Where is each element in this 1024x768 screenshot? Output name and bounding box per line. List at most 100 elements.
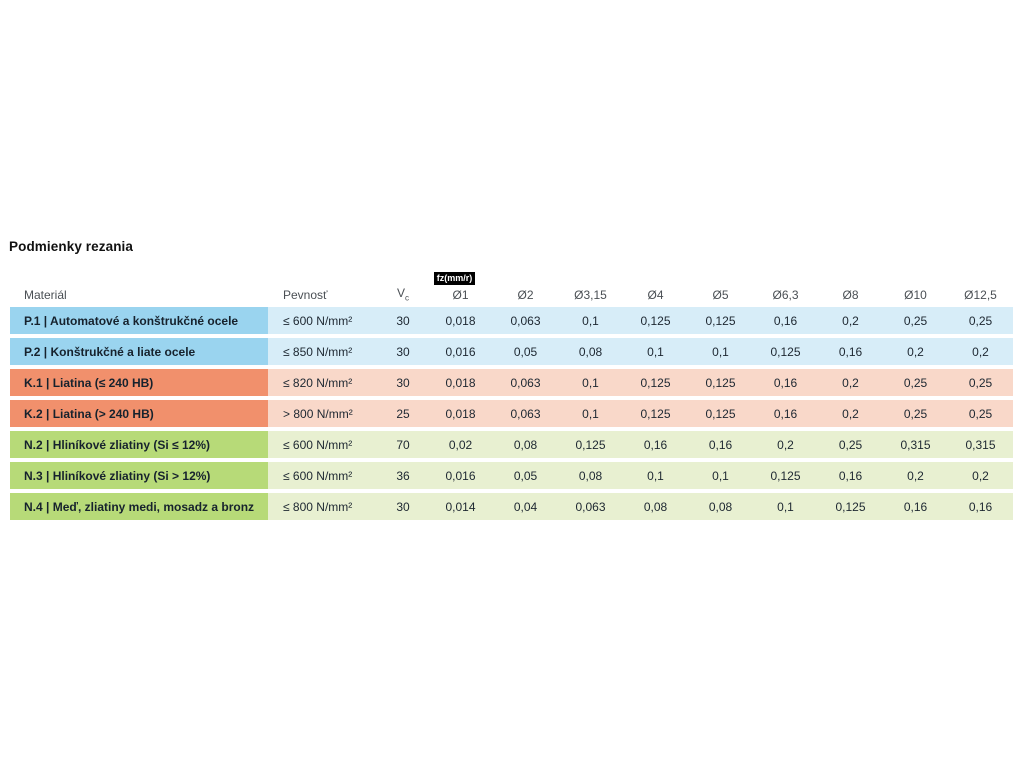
fz-value-cell: 0,16 [838, 344, 863, 359]
material-cell: P.2 | Konštrukčné a liate ocele [10, 338, 268, 365]
fz-value-cell: 0,25 [903, 313, 928, 328]
fz-value-cell: 0,125 [575, 437, 606, 452]
vc-cell: 36 [396, 468, 410, 483]
fz-value-cell: 0,2 [842, 406, 859, 421]
diameter-header-label: Ø10 [904, 288, 927, 302]
col-header-pevnost: Pevnosť [283, 288, 328, 302]
diameter-header-label: Ø12,5 [964, 288, 997, 302]
fz-value-cell: 0,16 [643, 437, 668, 452]
vc-cell: 30 [396, 344, 410, 359]
fz-value-cell: 0,125 [640, 406, 671, 421]
fz-unit-badge: fz(mm/r) [433, 272, 476, 285]
col-header-material: Materiál [24, 288, 67, 302]
vc-subscript: c [405, 293, 409, 302]
col-header-diameter: Ø4 [623, 288, 688, 304]
fz-value-cell: 0,08 [643, 499, 668, 514]
col-header-diameter: Ø5 [688, 288, 753, 304]
vc-cell: 25 [396, 406, 410, 421]
fz-value-cell: 0,25 [838, 437, 863, 452]
fz-value-cell: 0,125 [770, 344, 801, 359]
fz-value-cell: 0,018 [445, 313, 476, 328]
col-header-diameter: fz(mm/r) Ø1 [428, 272, 493, 304]
fz-value-cell: 0,04 [513, 499, 538, 514]
diameter-header-label: Ø2 [517, 288, 534, 302]
fz-value-cell: 0,25 [903, 375, 928, 390]
material-cell: K.1 | Liatina (≤ 240 HB) [10, 369, 268, 396]
fz-value-cell: 0,125 [770, 468, 801, 483]
pevnost-cell: ≤ 800 N/mm² [283, 499, 353, 514]
fz-value-cell: 0,16 [773, 313, 798, 328]
fz-value-cell: 0,08 [578, 468, 603, 483]
fz-value-cell: 0,063 [510, 406, 541, 421]
fz-value-cell: 0,16 [838, 468, 863, 483]
col-header-diameter: Ø8 [818, 288, 883, 304]
fz-value-cell: 0,016 [445, 468, 476, 483]
fz-value-cell: 0,05 [513, 344, 538, 359]
fz-value-cell: 0,2 [907, 344, 924, 359]
material-cell: N.2 | Hliníkové zliatiny (Si ≤ 12%) [10, 431, 268, 458]
fz-value-cell: 0,16 [903, 499, 928, 514]
pevnost-cell: ≤ 600 N/mm² [283, 437, 353, 452]
fz-value-cell: 0,2 [842, 375, 859, 390]
pevnost-cell: ≤ 600 N/mm² [283, 313, 353, 328]
fz-value-cell: 0,1 [582, 375, 599, 390]
fz-value-cell: 0,1 [582, 313, 599, 328]
fz-value-cell: 0,2 [777, 437, 794, 452]
fz-value-cell: 0,05 [513, 468, 538, 483]
fz-value-cell: 0,125 [705, 313, 736, 328]
vc-label: V [396, 285, 405, 300]
diameter-header-label: Ø5 [712, 288, 729, 302]
pevnost-cell: ≤ 600 N/mm² [283, 468, 353, 483]
pevnost-cell: > 800 N/mm² [283, 406, 353, 421]
table-row: P.2 | Konštrukčné a liate ocele ≤ 850 N/m… [10, 338, 1013, 365]
fz-value-cell: 0,063 [510, 313, 541, 328]
fz-value-cell: 0,018 [445, 406, 476, 421]
fz-value-cell: 0,125 [705, 406, 736, 421]
fz-value-cell: 0,25 [968, 375, 993, 390]
page-title: Podmienky rezania [9, 239, 133, 254]
vc-cell: 30 [396, 499, 410, 514]
fz-value-cell: 0,014 [445, 499, 476, 514]
table-row: N.2 | Hliníkové zliatiny (Si ≤ 12%) ≤ 600… [10, 431, 1013, 458]
vc-cell: 30 [396, 313, 410, 328]
fz-value-cell: 0,02 [448, 437, 473, 452]
material-cell: K.2 | Liatina (> 240 HB) [10, 400, 268, 427]
cutting-conditions-table: Materiál Pevnosť Vc fz(mm/r) Ø1 Ø2 Ø3,15 Ø4 Ø… [10, 262, 1013, 524]
fz-value-cell: 0,1 [647, 468, 664, 483]
fz-value-cell: 0,125 [640, 313, 671, 328]
fz-value-cell: 0,08 [708, 499, 733, 514]
table-row: N.3 | Hliníkové zliatiny (Si > 12%) ≤ 600… [10, 462, 1013, 489]
fz-value-cell: 0,08 [513, 437, 538, 452]
diameter-header-label: Ø1 [452, 288, 469, 302]
pevnost-cell: ≤ 820 N/mm² [283, 375, 353, 390]
table-row: K.2 | Liatina (> 240 HB) > 800 N/mm² 25 0,0… [10, 400, 1013, 427]
fz-value-cell: 0,315 [965, 437, 996, 452]
diameter-header-label: Ø8 [842, 288, 859, 302]
fz-value-cell: 0,1 [582, 406, 599, 421]
fz-value-cell: 0,08 [578, 344, 603, 359]
fz-value-cell: 0,016 [445, 344, 476, 359]
fz-value-cell: 0,2 [972, 344, 989, 359]
table-header-row: Materiál Pevnosť Vc fz(mm/r) Ø1 Ø2 Ø3,15 Ø4 Ø… [10, 262, 1013, 304]
fz-value-cell: 0,1 [647, 344, 664, 359]
fz-value-cell: 0,018 [445, 375, 476, 390]
fz-value-cell: 0,1 [712, 468, 729, 483]
vc-cell: 30 [396, 375, 410, 390]
table-body: P.1 | Automatové a konštrukčné ocele ≤ 60… [10, 307, 1013, 520]
pevnost-cell: ≤ 850 N/mm² [283, 344, 353, 359]
fz-value-cell: 0,1 [777, 499, 794, 514]
table-row: N.4 | Meď, zliatiny medi, mosadz a bronz… [10, 493, 1013, 520]
fz-value-cell: 0,25 [968, 406, 993, 421]
fz-value-cell: 0,125 [705, 375, 736, 390]
col-header-diameter: Ø2 [493, 288, 558, 304]
fz-value-cell: 0,2 [907, 468, 924, 483]
fz-value-cell: 0,16 [708, 437, 733, 452]
col-header-diameter: Ø10 [883, 288, 948, 304]
material-cell: N.3 | Hliníkové zliatiny (Si > 12%) [10, 462, 268, 489]
col-header-diameter: Ø6,3 [753, 288, 818, 304]
col-header-diameter: Ø3,15 [558, 288, 623, 304]
fz-value-cell: 0,25 [968, 313, 993, 328]
fz-value-cell: 0,125 [835, 499, 866, 514]
fz-value-cell: 0,063 [510, 375, 541, 390]
